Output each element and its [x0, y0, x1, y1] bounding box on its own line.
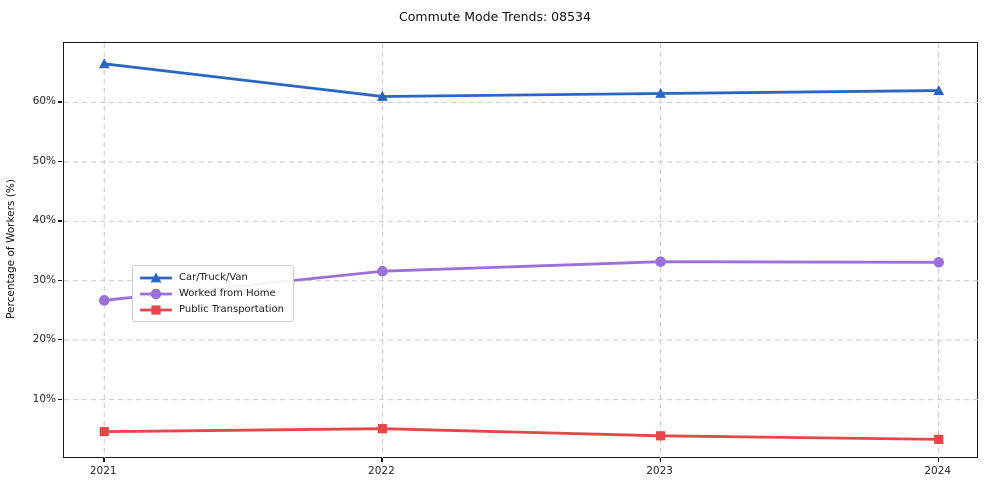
y-tick-label: 10% [32, 392, 56, 405]
series-line [102, 62, 941, 98]
y-axis-tick [58, 220, 62, 222]
legend-item: Worked from Home [140, 287, 284, 300]
x-tick-label: 2022 [368, 465, 395, 477]
data-point-marker [377, 265, 388, 277]
chart-title: Commute Mode Trends: 08534 [399, 9, 591, 24]
plot-area: Car/Truck/Van Worked from Home Public Tran… [63, 42, 979, 459]
y-tick-label: 60% [32, 95, 56, 108]
plot-canvas [64, 43, 979, 459]
legend-swatch-circle-icon [140, 288, 172, 299]
data-point-marker [655, 431, 666, 441]
legend-swatch-square-icon [140, 304, 172, 315]
y-axis-tick [58, 101, 62, 103]
y-tick-label: 40% [32, 214, 56, 227]
x-axis-tick [381, 458, 383, 462]
legend-swatch-triangle-icon [140, 271, 172, 282]
x-tick-label: 2023 [646, 465, 673, 477]
y-axis-tick [58, 279, 62, 281]
y-tick-label: 50% [32, 154, 56, 167]
y-axis-tick [58, 398, 62, 400]
y-tick-label: 20% [32, 333, 56, 346]
x-axis-tick [659, 458, 661, 462]
data-point-marker [150, 271, 162, 282]
y-axis-tick [58, 160, 62, 163]
data-point-marker [655, 87, 666, 98]
data-point-marker [99, 427, 109, 437]
y-axis-tick [58, 339, 62, 341]
data-point-marker [377, 424, 388, 434]
series-line [102, 427, 941, 441]
legend-label: Public Transportation [179, 304, 284, 315]
x-axis-tick [937, 458, 940, 462]
x-axis-tick [103, 458, 105, 462]
data-point-marker [933, 256, 945, 268]
data-point-marker [151, 304, 161, 315]
data-point-marker [150, 288, 162, 299]
legend-label: Car/Truck/Van [179, 272, 248, 283]
legend-item: Public Transportation [140, 303, 284, 316]
data-point-marker [377, 90, 388, 101]
data-point-marker [98, 295, 110, 306]
data-point-marker [933, 84, 945, 95]
legend-item: Car/Truck/Van [140, 271, 284, 284]
x-tick-label: 2024 [924, 465, 952, 477]
legend-label: Worked from Home [179, 288, 276, 299]
y-tick-label: 30% [32, 273, 56, 286]
x-tick-label: 2021 [89, 465, 117, 477]
y-axis-label: Percentage of Workers (%) [5, 179, 17, 319]
data-point-marker [655, 256, 666, 267]
legend: Car/Truck/Van Worked from Home Public Tran… [132, 265, 294, 322]
data-point-marker [98, 58, 110, 69]
data-point-marker [934, 434, 944, 444]
